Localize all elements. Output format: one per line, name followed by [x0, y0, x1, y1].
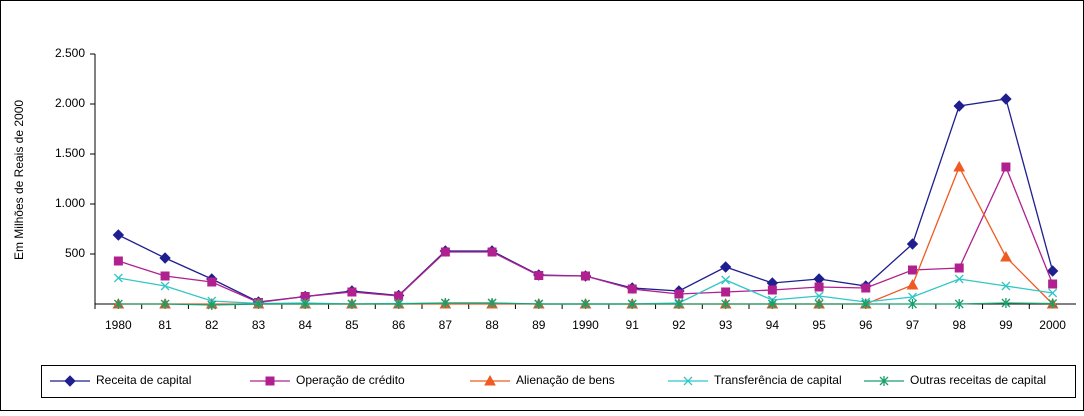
marker — [347, 299, 357, 309]
marker — [581, 271, 590, 281]
marker — [1001, 162, 1011, 172]
marker — [1048, 279, 1058, 289]
marker — [721, 287, 731, 297]
marker — [721, 299, 731, 309]
marker — [674, 289, 684, 299]
x-tick-label: 98 — [953, 318, 967, 332]
x-tick-label: 1980 — [105, 318, 132, 332]
legend-label: Outras receitas de capital — [910, 373, 1046, 387]
x-tick-label: 1990 — [572, 318, 599, 332]
x-tick-label: 91 — [626, 318, 640, 332]
y-axis-label: Em Milhões de Reais de 2000 — [12, 100, 26, 260]
marker — [207, 277, 217, 287]
marker — [159, 252, 171, 264]
marker — [861, 299, 871, 309]
marker — [581, 299, 590, 309]
marker — [814, 299, 824, 309]
marker — [207, 300, 217, 310]
x-tick-label: 96 — [859, 318, 873, 332]
x-tick-label: 93 — [719, 318, 733, 332]
marker — [160, 281, 170, 291]
marker — [254, 299, 263, 309]
marker — [683, 376, 693, 386]
marker — [954, 299, 964, 309]
y-tick-label: 500 — [65, 246, 85, 260]
x-tick-label: 81 — [158, 318, 172, 332]
marker — [534, 271, 544, 280]
marker — [113, 256, 123, 266]
marker — [265, 376, 275, 386]
x-tick-label: 2000 — [1039, 318, 1066, 332]
legend-label: Alienação de bens — [516, 373, 615, 387]
x-tick-label: 82 — [205, 318, 219, 332]
marker — [953, 160, 966, 172]
marker — [440, 247, 450, 257]
marker — [160, 299, 170, 309]
x-tick-label: 99 — [999, 318, 1013, 332]
marker — [908, 292, 917, 302]
marker — [814, 291, 824, 301]
marker — [487, 298, 497, 308]
marker — [1001, 281, 1011, 291]
x-tick-label: 86 — [392, 318, 406, 332]
marker — [767, 285, 777, 295]
marker — [908, 265, 917, 275]
x-tick-label: 94 — [766, 318, 780, 332]
x-tick-label: 97 — [906, 318, 920, 332]
marker — [906, 278, 919, 290]
marker — [879, 376, 889, 386]
marker — [908, 299, 917, 309]
marker — [627, 299, 637, 309]
marker — [814, 282, 824, 292]
marker — [767, 299, 777, 309]
marker — [440, 298, 450, 308]
x-tick-label: 95 — [812, 318, 826, 332]
y-tick-label: 1.500 — [55, 146, 85, 160]
marker — [1000, 93, 1012, 105]
y-tick-label: 1.000 — [55, 196, 85, 210]
marker — [534, 299, 544, 309]
x-tick-label: 89 — [532, 318, 546, 332]
legend-label: Operação de crédito — [296, 373, 405, 387]
marker — [113, 273, 123, 283]
marker — [906, 238, 919, 250]
legend-label: Transferência de capital — [714, 373, 842, 387]
marker — [719, 261, 732, 273]
marker — [484, 374, 496, 386]
legend-label: Receita de capital — [96, 373, 191, 387]
marker — [1000, 250, 1012, 262]
x-tick-label: 87 — [439, 318, 453, 332]
y-tick-label: 2.000 — [55, 96, 85, 110]
marker — [861, 283, 871, 293]
marker — [1046, 265, 1059, 277]
marker — [160, 271, 170, 281]
x-tick-label: 85 — [345, 318, 359, 332]
marker — [721, 275, 731, 285]
marker — [64, 375, 76, 387]
y-tick-label: 2.500 — [55, 46, 85, 60]
marker — [627, 284, 637, 294]
marker — [953, 100, 965, 112]
marker — [954, 274, 964, 284]
marker — [300, 299, 310, 309]
marker — [674, 299, 684, 309]
x-tick-label: 92 — [672, 318, 686, 332]
marker — [112, 229, 125, 241]
x-tick-label: 88 — [485, 318, 499, 332]
marker — [347, 287, 357, 297]
marker — [113, 299, 123, 309]
marker — [394, 299, 404, 309]
marker — [487, 247, 497, 257]
marker — [1048, 288, 1058, 298]
x-tick-label: 84 — [299, 318, 313, 332]
marker — [1001, 298, 1011, 308]
marker — [1048, 298, 1058, 309]
marker — [954, 263, 964, 273]
x-tick-label: 83 — [252, 318, 266, 332]
